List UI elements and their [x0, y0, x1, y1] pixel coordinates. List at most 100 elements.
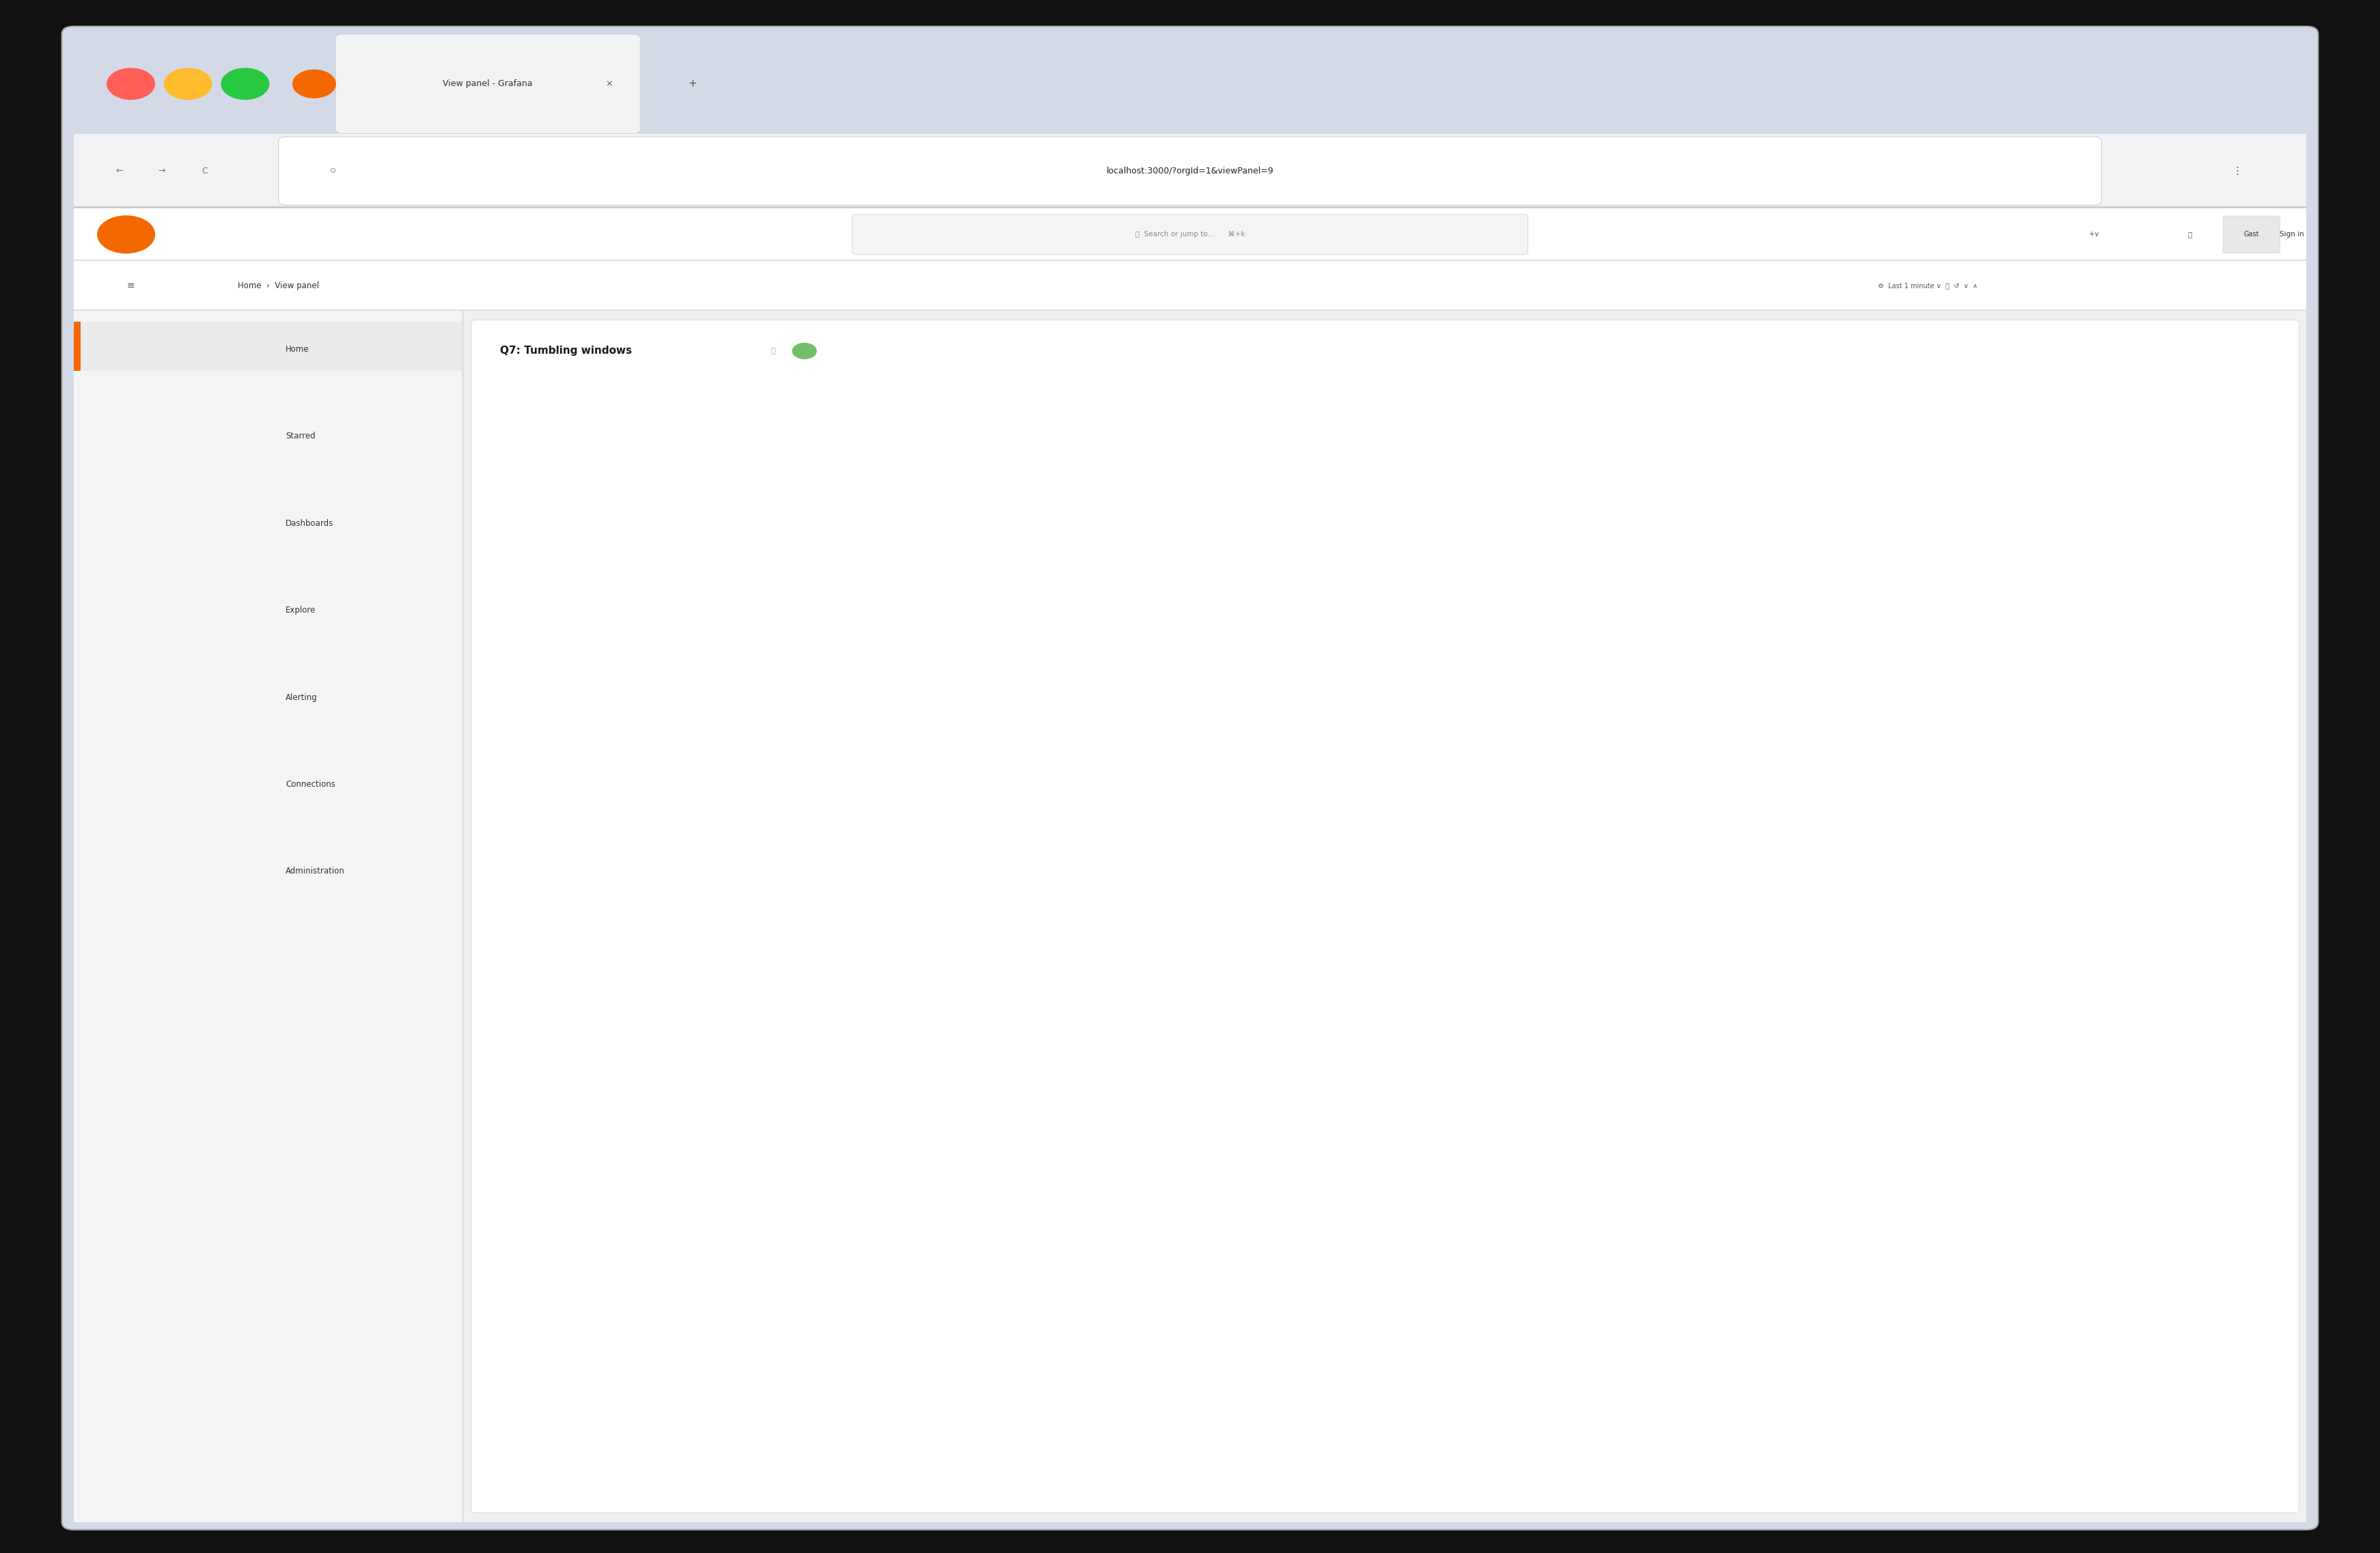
Text: ⓘ: ⓘ	[771, 348, 776, 354]
Bar	[74, 321, 462, 371]
Text: 25620: 25620	[1230, 1322, 1252, 1328]
Bar	[1726, 1141, 1787, 1269]
Text: 0: 0	[588, 1387, 593, 1393]
Bar	[1076, 986, 1135, 1118]
Bar	[1292, 856, 1352, 1030]
Text: 21257: 21257	[1883, 1213, 1902, 1219]
Text: Dashboards: Dashboards	[286, 519, 333, 528]
Text: 16755: 16755	[878, 1162, 897, 1168]
Bar	[1861, 1041, 1923, 1155]
Text: C: C	[202, 166, 207, 175]
Text: 20732: 20732	[1014, 926, 1033, 932]
Text: +: +	[688, 79, 697, 89]
Text: 21562: 21562	[1883, 907, 1902, 913]
Bar	[640, 1315, 702, 1342]
Text: ≡: ≡	[126, 281, 136, 290]
Text: 16530: 16530	[797, 1348, 816, 1354]
FancyBboxPatch shape	[2223, 216, 2280, 253]
Text: Q7: Tumbling windows: Q7: Tumbling windows	[500, 346, 631, 356]
Text: 25708: 25708	[1230, 815, 1252, 822]
Bar	[1509, 978, 1568, 1186]
Circle shape	[164, 68, 212, 99]
Circle shape	[293, 70, 336, 98]
Text: 30723: 30723	[1447, 940, 1468, 946]
Text: 23325: 23325	[1095, 1050, 1116, 1056]
Bar	[1944, 1011, 2004, 1110]
Text: 17355: 17355	[1964, 1345, 1983, 1351]
Text: 22487: 22487	[1747, 1202, 1766, 1208]
Text: 16942: 16942	[878, 1346, 897, 1353]
Text: 20437: 20437	[1014, 1219, 1033, 1225]
Bar	[74, 134, 2306, 208]
Bar	[1861, 919, 1923, 1041]
Bar	[859, 1117, 919, 1211]
Bar	[2080, 1305, 2140, 1351]
Text: Starred: Starred	[286, 432, 317, 441]
Bar	[74, 208, 2306, 261]
Bar	[1645, 744, 1704, 912]
Text: 4974: 4974	[664, 1275, 678, 1281]
Bar	[2080, 1261, 2140, 1305]
Bar	[1428, 1213, 1488, 1398]
Text: Home  ›  View panel: Home › View panel	[238, 281, 319, 290]
Bar	[995, 938, 1054, 1054]
Text: 32652: 32652	[1311, 1303, 1333, 1308]
Bar	[74, 207, 2306, 208]
Text: 22723: 22723	[1747, 1331, 1766, 1337]
Bar	[1645, 1067, 1704, 1232]
Bar	[995, 1054, 1054, 1165]
Bar	[1076, 1118, 1135, 1258]
Text: 29038: 29038	[1666, 1146, 1685, 1152]
Text: 20659: 20659	[1014, 1336, 1033, 1342]
Text: 🕐: 🕐	[2187, 231, 2192, 238]
Circle shape	[98, 216, 155, 253]
Text: Gast: Gast	[2244, 231, 2259, 238]
Bar	[1211, 972, 1271, 1109]
Bar	[640, 1342, 702, 1370]
Bar	[776, 1216, 838, 1305]
Text: Alerting: Alerting	[286, 693, 317, 702]
Text: 19441: 19441	[1014, 1107, 1033, 1114]
Legend: 3, 0, 1, 2: 3, 0, 1, 2	[540, 1463, 690, 1472]
Text: 24882: 24882	[1095, 834, 1116, 840]
FancyBboxPatch shape	[62, 26, 2318, 1530]
Bar	[776, 1305, 838, 1398]
Text: 0: 0	[2190, 1387, 2192, 1393]
Bar	[462, 311, 464, 1522]
Bar	[1211, 828, 1271, 972]
Text: 25356: 25356	[1230, 1177, 1252, 1183]
FancyBboxPatch shape	[471, 320, 2299, 1513]
Text: ←: ←	[114, 166, 124, 175]
Bar	[1509, 570, 1568, 781]
Text: 8290: 8290	[2102, 1202, 2116, 1208]
Text: 20219: 20219	[1883, 1095, 1902, 1101]
Circle shape	[793, 343, 816, 359]
Text: ⊙: ⊙	[331, 168, 336, 174]
Text: 29340: 29340	[1666, 1312, 1685, 1317]
Bar	[1944, 1202, 2004, 1300]
Bar	[1861, 1155, 1923, 1277]
Bar	[1645, 1232, 1704, 1398]
Text: 15940: 15940	[878, 1253, 897, 1259]
Text: 32765: 32765	[1311, 658, 1333, 665]
Text: 8265: 8265	[2102, 1371, 2118, 1378]
Bar	[1076, 845, 1135, 986]
Text: →: →	[157, 166, 167, 175]
Bar	[1509, 781, 1568, 978]
FancyBboxPatch shape	[852, 214, 1528, 255]
Bar	[640, 1287, 702, 1315]
Text: 15550: 15550	[797, 1256, 816, 1263]
Bar	[1726, 891, 1787, 1020]
Text: 16580: 16580	[797, 1017, 816, 1023]
Bar	[1428, 1030, 1488, 1213]
Text: 24531: 24531	[1095, 1185, 1116, 1191]
Bar	[1944, 1110, 2004, 1202]
Text: 32769: 32769	[1447, 658, 1468, 665]
Text: 17163: 17163	[1964, 1247, 1983, 1253]
Bar	[1645, 912, 1704, 1067]
Text: 24789: 24789	[1095, 1325, 1116, 1331]
Bar	[776, 1123, 838, 1216]
Bar	[1211, 1109, 1271, 1253]
Bar	[1944, 1300, 2004, 1398]
Text: localhost:3000/?orgId=1&viewPanel=9: localhost:3000/?orgId=1&viewPanel=9	[1107, 166, 1273, 175]
